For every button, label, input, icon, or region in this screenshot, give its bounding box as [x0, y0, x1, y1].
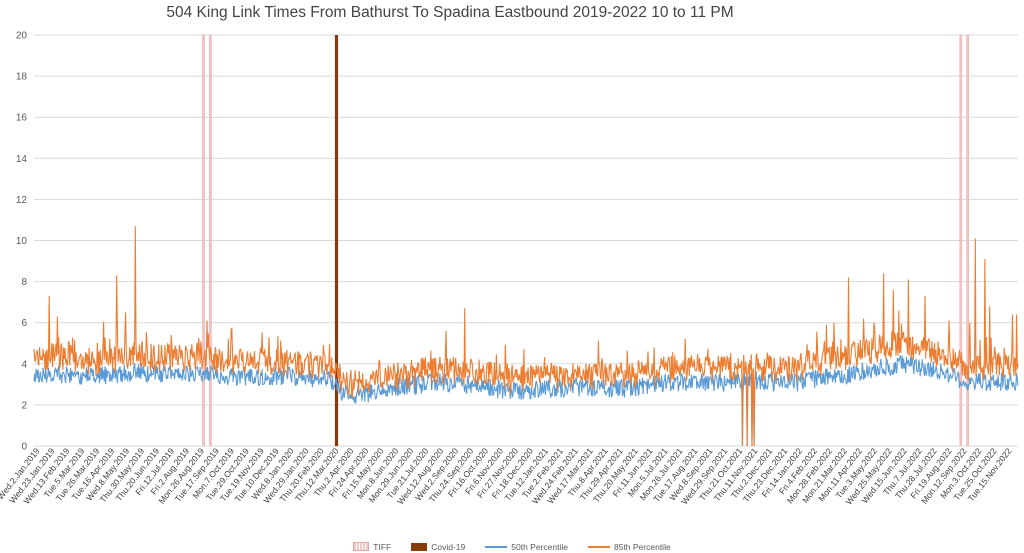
legend-item-tiff: TIFF: [353, 542, 391, 552]
legend-swatch-tiff: [353, 542, 370, 551]
x-axis: Wed.2.Jan.2019Wed.23.Jan.2019Wed.13.Feb.…: [0, 446, 1014, 507]
legend-item-p50: 50th Percentile: [485, 542, 568, 552]
y-tick-label: 0: [21, 442, 27, 453]
y-tick-label: 4: [21, 359, 27, 370]
y-tick-label: 12: [16, 195, 28, 206]
event-bars: [202, 34, 969, 447]
y-tick-label: 2: [21, 400, 27, 411]
legend-swatch-p85: [587, 545, 610, 548]
legend: TIFF Covid-19 50th Percentile 85th Perce…: [0, 540, 1024, 553]
series-line-p50: [33, 355, 1019, 447]
legend-item-covid: Covid-19: [411, 542, 465, 552]
y-tick-label: 6: [21, 318, 27, 329]
y-tick-label: 8: [21, 277, 27, 288]
gridlines: [34, 34, 1018, 447]
legend-item-p85: 85th Percentile: [587, 541, 671, 552]
tiff-bar: [959, 34, 963, 447]
y-tick-label: 16: [16, 113, 28, 124]
y-tick-label: 20: [16, 31, 28, 42]
y-tick-label: 18: [16, 72, 28, 83]
tiff-bar: [202, 34, 205, 447]
tiff-bar: [966, 34, 969, 447]
y-axis: 0 2 4 6 8 10 12 14 16 18 20: [16, 31, 28, 453]
legend-swatch-p50: [485, 545, 508, 548]
series-line-p85: [33, 226, 1019, 447]
legend-label-p50: 50th Percentile: [511, 541, 568, 552]
tiff-bar: [209, 34, 212, 447]
chart-title: 504 King Link Times From Bathurst To Spa…: [166, 4, 734, 21]
covid-bar: [334, 35, 339, 446]
y-tick-label: 10: [16, 236, 28, 247]
series-lines: [33, 226, 1019, 447]
legend-swatch-covid: [411, 542, 428, 551]
legend-label-covid: Covid-19: [431, 541, 466, 552]
legend-label-tiff: TIFF: [373, 541, 392, 552]
y-tick-label: 14: [16, 154, 28, 165]
legend-label-p85: 85th Percentile: [613, 541, 671, 552]
